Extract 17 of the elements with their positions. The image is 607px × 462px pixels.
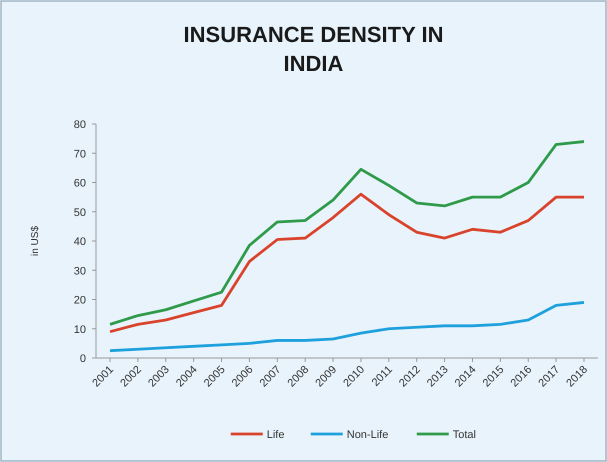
- y-tick-label: 10: [74, 324, 86, 336]
- line-series: [108, 140, 586, 326]
- y-tick-label: 0: [80, 353, 86, 365]
- legend-label: Life: [266, 429, 284, 441]
- legend-label: Non-Life: [346, 429, 388, 441]
- y-tick-label: 80: [74, 119, 86, 131]
- y-axis-title: in US$: [30, 226, 41, 256]
- y-tick-label: 20: [74, 294, 86, 306]
- legend-label: Total: [452, 429, 476, 441]
- y-tick-label: 70: [74, 148, 86, 160]
- y-tick-label: 50: [74, 206, 86, 219]
- line-series: [108, 301, 586, 352]
- y-tick-label: 40: [74, 236, 86, 248]
- y-tick-label: 30: [74, 265, 86, 278]
- y-tick-label: 60: [74, 178, 86, 190]
- line-series: [108, 192, 586, 334]
- chart-title: INSURANCE DENSITY IN INDIA: [184, 22, 444, 76]
